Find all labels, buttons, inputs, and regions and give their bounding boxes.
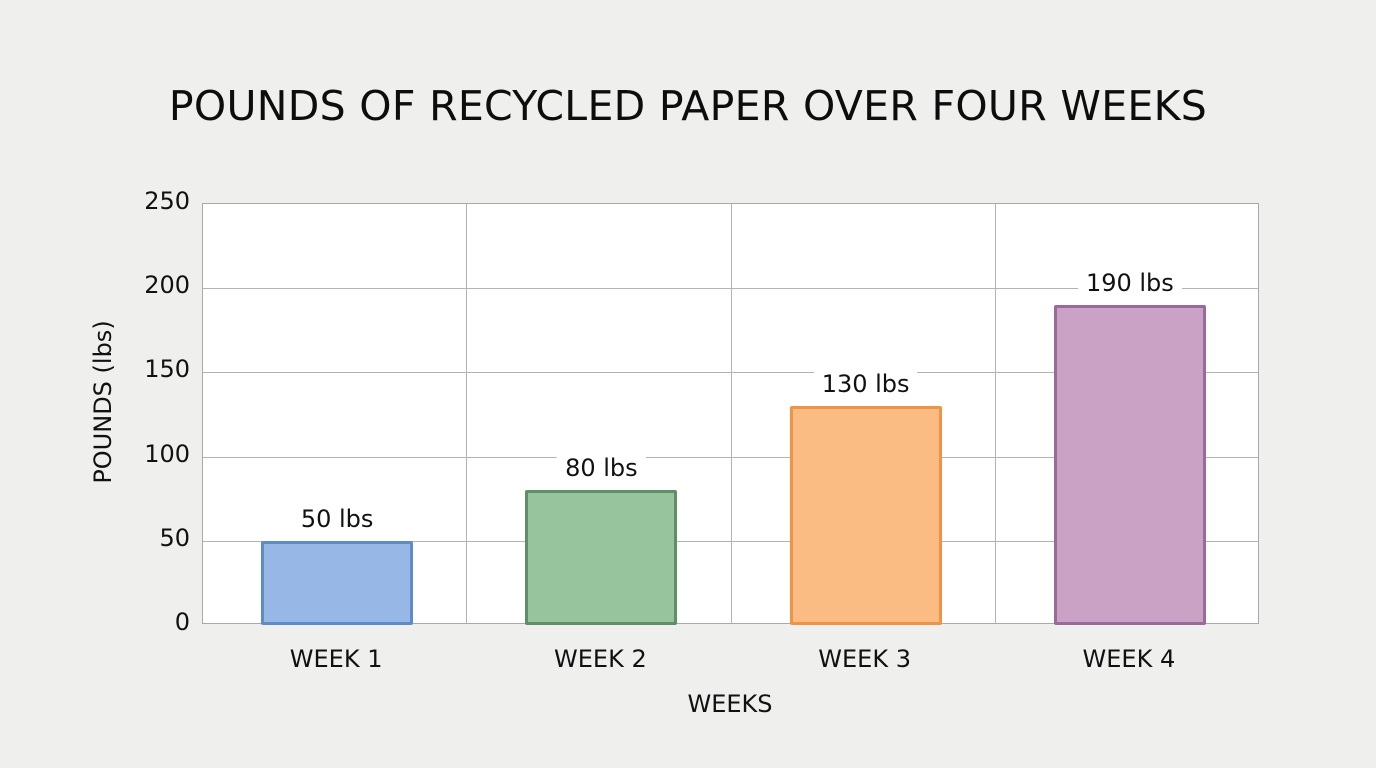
y-tick-label: 50 — [159, 523, 190, 552]
y-tick-label: 200 — [144, 271, 190, 300]
x-tick-label: WEEK 4 — [1082, 645, 1176, 673]
y-tick-label: 150 — [144, 355, 190, 384]
x-tick-label: WEEK 2 — [554, 645, 647, 673]
y-tick-label: 100 — [144, 439, 190, 468]
data-label: 50 lbs — [292, 504, 382, 533]
gridline-vertical — [730, 204, 732, 623]
bar-week-3 — [789, 406, 942, 625]
gridline-vertical — [466, 204, 468, 623]
x-tick-label: WEEK 3 — [818, 645, 911, 673]
gridline-vertical — [994, 204, 996, 623]
x-axis-label: WEEKS — [687, 690, 773, 718]
bar-week-2 — [525, 490, 678, 625]
data-label: 190 lbs — [1077, 269, 1182, 298]
data-label: 80 lbs — [557, 454, 646, 483]
y-axis-label: POUNDS (lbs) — [89, 320, 117, 484]
y-tick-label: 0 — [174, 608, 190, 636]
y-tick-label: 250 — [144, 187, 190, 215]
plot-area: 50 lbs 80 lbs 130 lbs 190 lbs — [202, 203, 1259, 625]
chart-title: POUNDS OF RECYCLED PAPER OVER FOUR WEEKS — [168, 82, 1208, 130]
x-tick-label: WEEK 1 — [289, 645, 383, 673]
bar-week-1 — [261, 540, 414, 625]
bar-week-4 — [1053, 305, 1206, 625]
data-label: 130 lbs — [813, 370, 918, 399]
